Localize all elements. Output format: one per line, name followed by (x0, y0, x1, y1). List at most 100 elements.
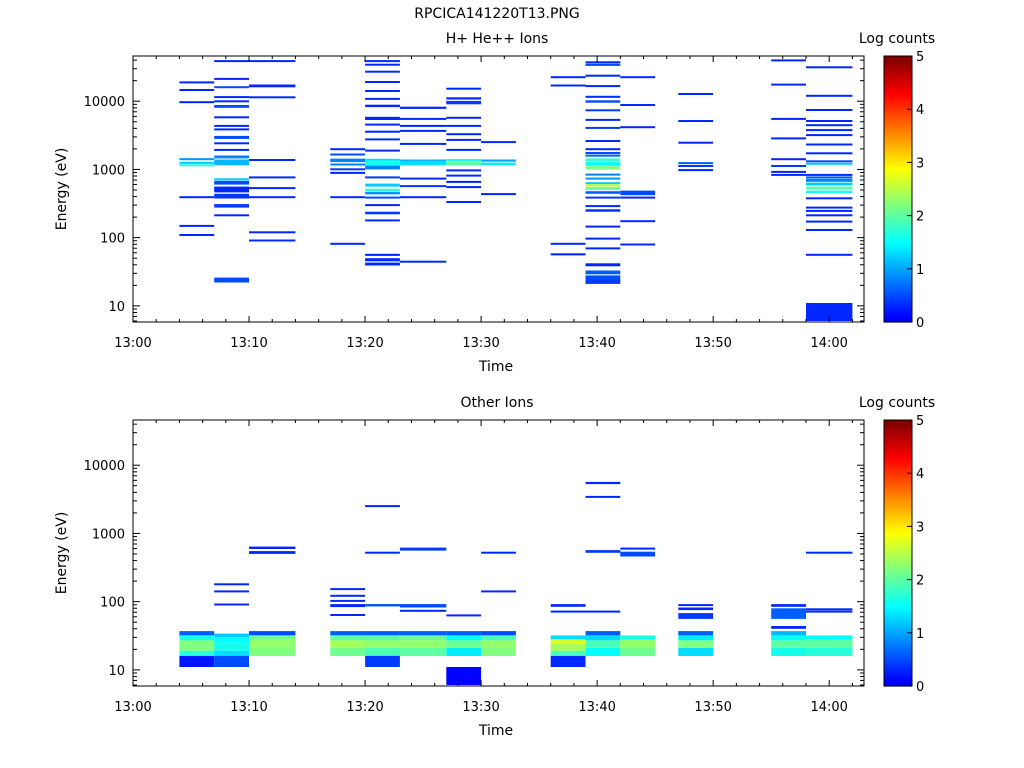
colorbar-segment (884, 601, 912, 605)
colorbar-segment (884, 204, 912, 208)
heatmap-cell (365, 551, 400, 554)
colorbar-segment (884, 470, 912, 474)
colorbar-segment (884, 197, 912, 201)
colorbar-segment (884, 550, 912, 554)
heatmap-cell (446, 614, 482, 617)
heatmap-cell (806, 94, 853, 97)
heatmap-cell (214, 277, 249, 283)
colorbar-segment (884, 572, 912, 576)
colorbar-segment (884, 442, 912, 445)
heatmap-cell (330, 640, 366, 648)
colorbar-label: Log counts (859, 31, 935, 47)
heatmap-cell (806, 206, 853, 209)
heatmap-cell (585, 140, 621, 142)
heatmap-cell (179, 650, 215, 656)
colorbar-segment (884, 73, 912, 77)
colorbar-segment (884, 428, 912, 432)
heatmap-cell (446, 138, 482, 141)
heatmap-cell (330, 171, 366, 174)
heatmap-cell (585, 631, 621, 636)
heatmap-cell (806, 143, 853, 146)
heatmap-cell (585, 118, 621, 121)
colorbar-segment (884, 222, 912, 226)
colorbar-segment (884, 568, 912, 572)
colorbar-segment (884, 592, 912, 596)
colorbar-segment (884, 479, 912, 483)
colorbar-segment (884, 497, 912, 501)
colorbar-segment (884, 193, 912, 197)
colorbar-tick-label: 0 (916, 680, 924, 695)
colorbar-segment (884, 169, 912, 172)
heatmap-cell (399, 647, 447, 656)
y-tick-label: 10 (108, 664, 125, 679)
heatmap-cell (585, 279, 621, 284)
colorbar-segment (884, 75, 912, 79)
colorbar-segment (884, 133, 912, 137)
heatmap-cell (446, 100, 482, 105)
colorbar-segment (884, 590, 912, 594)
heatmap-cell (330, 635, 366, 641)
colorbar-segment (884, 173, 912, 177)
y-tick-label: 1000 (92, 163, 125, 178)
heatmap-cell (330, 163, 366, 166)
colorbar-segment (884, 606, 912, 610)
heatmap-cell (249, 159, 296, 161)
heatmap-cell (399, 106, 447, 109)
heatmap-cell (550, 610, 586, 613)
colorbar-segment (884, 595, 912, 598)
heatmap-cell (330, 153, 366, 156)
axes-frame (132, 55, 865, 323)
colorbar-segment (884, 453, 912, 457)
heatmap-cell (585, 270, 621, 275)
x-tick-label: 13:20 (346, 700, 383, 715)
heatmap-cell (399, 117, 447, 120)
colorbar-segment (884, 111, 912, 115)
colorbar-segment (884, 457, 912, 461)
colorbar-segment (884, 140, 912, 144)
colorbar-segment (884, 60, 912, 64)
colorbar-segment (884, 277, 912, 281)
colorbar-segment (884, 142, 912, 146)
heatmap-cell (446, 159, 482, 161)
heatmap-cell (678, 169, 714, 172)
colorbar-segment (884, 584, 912, 587)
heatmap-cell (481, 141, 516, 144)
heatmap-cell (214, 142, 249, 145)
colorbar-segment (884, 433, 912, 437)
heatmap-cell (399, 185, 447, 188)
x-tick-label: 14:00 (810, 700, 847, 715)
heatmap-cell (620, 547, 656, 550)
heatmap-cell (214, 100, 249, 103)
colorbar-segment (884, 69, 912, 73)
heatmap-cell (585, 275, 621, 280)
heatmap-cell (678, 647, 714, 656)
heatmap-cell (399, 609, 447, 612)
y-tick-label: 100 (100, 596, 125, 611)
colorbar-segment (884, 681, 912, 685)
colorbar-segment (884, 524, 912, 527)
colorbar-segment (884, 89, 912, 93)
heatmap-cell (214, 186, 249, 193)
colorbar-segment (884, 603, 912, 607)
heatmap-cell (585, 225, 621, 228)
heatmap-cell (585, 85, 621, 88)
heatmap-cell (806, 162, 853, 165)
colorbar-tick-label: 4 (916, 103, 924, 118)
colorbar-segment (884, 570, 912, 574)
y-tick-label: 10000 (84, 459, 125, 474)
heatmap-cell (365, 262, 400, 266)
heatmap-cell (365, 647, 400, 656)
heatmap-cell (249, 84, 296, 88)
heatmap-cell (585, 196, 621, 199)
colorbar-segment (884, 160, 912, 163)
colorbar-segment (884, 672, 912, 676)
heatmap-cell (585, 61, 621, 64)
x-tick-label: 13:30 (462, 700, 499, 715)
colorbar-segment (884, 555, 912, 559)
colorbar-segment (884, 466, 912, 470)
heatmap-cell (330, 647, 366, 656)
heatmap-cell (585, 162, 621, 166)
x-tick-label: 13:00 (114, 700, 151, 715)
colorbar-segment (884, 184, 912, 188)
